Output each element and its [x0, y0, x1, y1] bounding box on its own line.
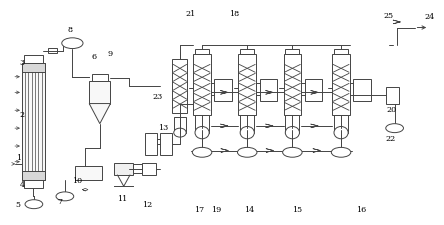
- Ellipse shape: [240, 126, 254, 139]
- Text: 5: 5: [15, 201, 20, 209]
- Bar: [145, 133, 157, 155]
- Bar: [260, 79, 278, 101]
- Text: 18: 18: [230, 10, 239, 18]
- Bar: [195, 49, 209, 54]
- Bar: [92, 74, 108, 81]
- Ellipse shape: [285, 126, 299, 139]
- Bar: [332, 54, 350, 115]
- Ellipse shape: [195, 126, 209, 139]
- Bar: [174, 117, 186, 133]
- Bar: [24, 55, 43, 63]
- Text: 9: 9: [108, 50, 113, 58]
- Bar: [193, 54, 211, 115]
- Bar: [195, 115, 209, 133]
- Text: 23: 23: [153, 93, 163, 101]
- Text: 15: 15: [292, 207, 302, 214]
- Bar: [353, 79, 371, 101]
- Bar: [75, 166, 102, 180]
- Text: 7: 7: [57, 198, 62, 206]
- Bar: [134, 164, 143, 173]
- Text: 14: 14: [244, 207, 254, 214]
- Bar: [285, 49, 299, 54]
- Circle shape: [238, 147, 257, 157]
- Text: 12: 12: [143, 201, 153, 209]
- Bar: [22, 63, 45, 72]
- Bar: [284, 54, 301, 115]
- Ellipse shape: [174, 128, 186, 137]
- Circle shape: [56, 192, 74, 201]
- Bar: [240, 115, 254, 133]
- Bar: [160, 133, 172, 155]
- Bar: [48, 48, 57, 53]
- Text: 25: 25: [383, 12, 393, 20]
- Polygon shape: [89, 104, 111, 124]
- Text: 22: 22: [385, 135, 395, 143]
- Text: 10: 10: [72, 177, 82, 185]
- Text: 3: 3: [20, 59, 24, 67]
- Bar: [238, 54, 256, 115]
- Text: 8: 8: [67, 26, 73, 34]
- Bar: [22, 63, 45, 180]
- Text: 24: 24: [425, 14, 435, 21]
- Circle shape: [331, 147, 351, 157]
- Bar: [89, 81, 111, 104]
- Text: 16: 16: [356, 207, 367, 214]
- Text: 4: 4: [20, 181, 24, 189]
- Bar: [334, 115, 348, 133]
- Circle shape: [283, 147, 302, 157]
- Bar: [305, 79, 322, 101]
- Text: 6: 6: [91, 53, 96, 61]
- Bar: [22, 171, 45, 180]
- Bar: [285, 115, 299, 133]
- Bar: [240, 49, 254, 54]
- Text: 1: 1: [16, 154, 21, 162]
- Text: 20: 20: [386, 106, 396, 114]
- Text: 2: 2: [20, 111, 24, 119]
- Text: 11: 11: [117, 195, 127, 202]
- Circle shape: [62, 38, 83, 49]
- Ellipse shape: [334, 126, 348, 139]
- Text: 17: 17: [194, 207, 204, 214]
- Bar: [114, 163, 134, 175]
- Bar: [214, 79, 232, 101]
- Bar: [24, 180, 43, 188]
- Bar: [143, 163, 155, 175]
- Text: 21: 21: [186, 10, 196, 18]
- Circle shape: [25, 200, 43, 209]
- Bar: [172, 59, 187, 112]
- Circle shape: [386, 124, 404, 133]
- Circle shape: [192, 147, 212, 157]
- Bar: [386, 87, 399, 104]
- Text: 13: 13: [158, 124, 168, 132]
- Text: 19: 19: [211, 207, 222, 214]
- Bar: [334, 49, 348, 54]
